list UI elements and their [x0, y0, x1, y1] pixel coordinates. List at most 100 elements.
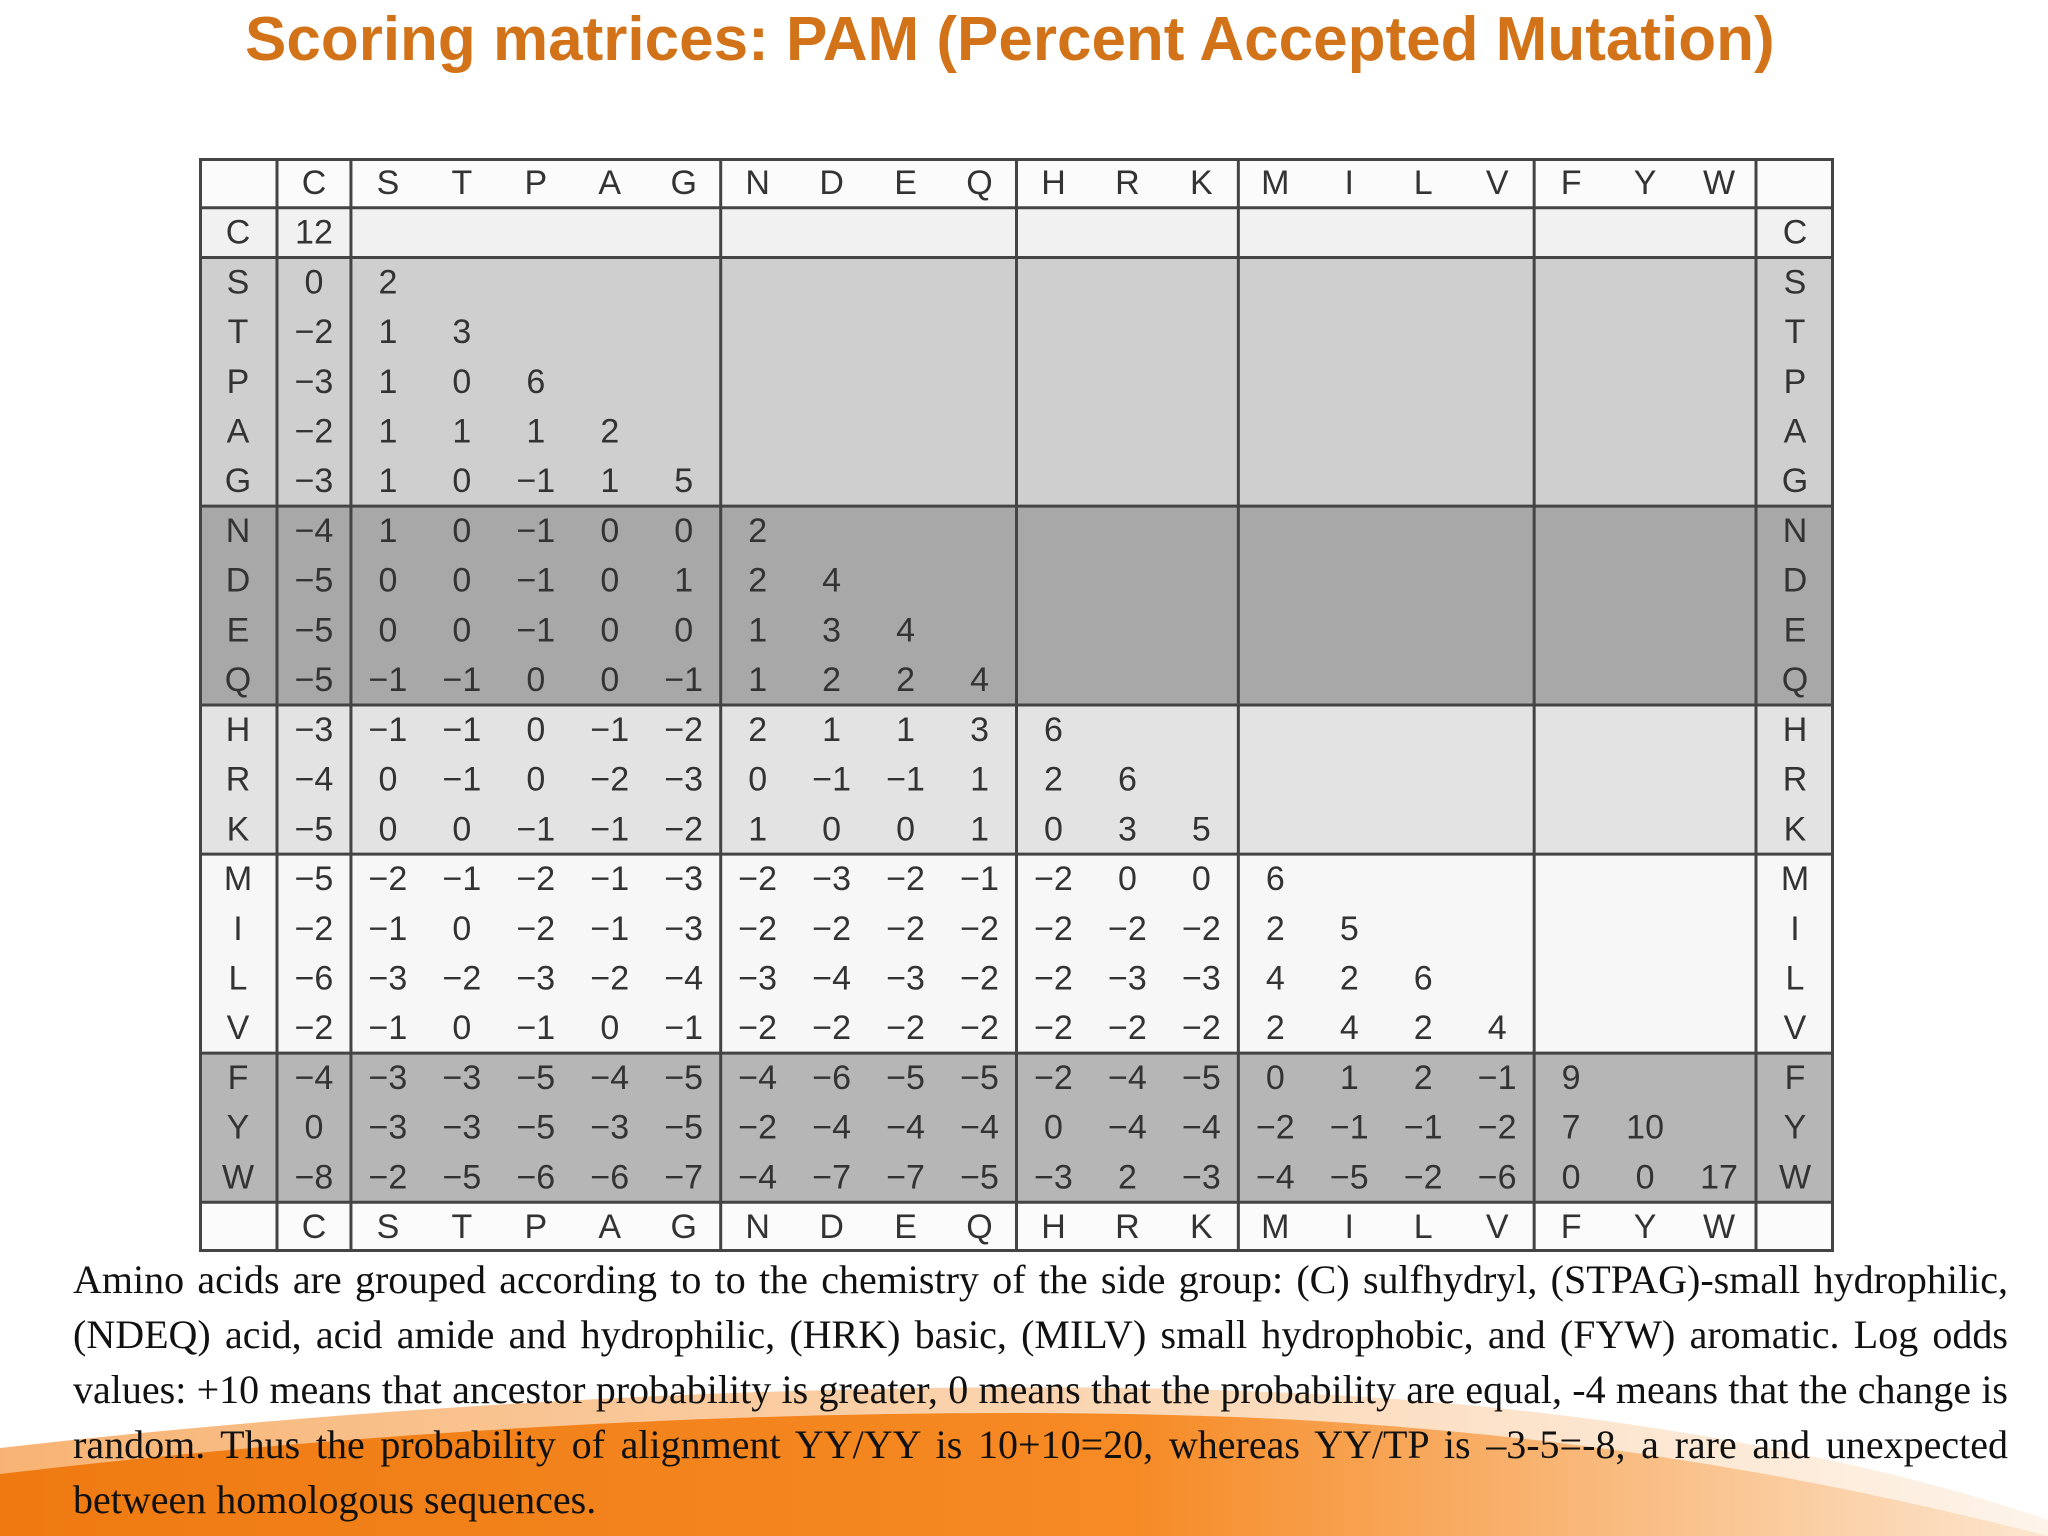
matrix-cell: −2 [886, 910, 925, 948]
matrix-block [720, 506, 1017, 705]
matrix-cell: 0 [305, 1109, 324, 1147]
row-header-left: H [226, 711, 251, 749]
matrix-cell: 6 [1044, 711, 1063, 749]
row-header-left: I [233, 910, 242, 948]
matrix-cell: −7 [886, 1158, 925, 1196]
row-header-right: Q [1782, 661, 1808, 699]
matrix-cell: 2 [1266, 910, 1285, 948]
column-header-bottom: P [524, 1208, 547, 1246]
matrix-cell: −4 [812, 960, 851, 998]
matrix-cell: −4 [1182, 1109, 1221, 1147]
matrix-cell: −3 [516, 960, 555, 998]
matrix-cell: 4 [970, 661, 989, 699]
matrix-cell: 0 [452, 363, 471, 401]
matrix-cell: −3 [369, 1059, 408, 1097]
matrix-block [1016, 1053, 1239, 1203]
matrix-cell: −5 [295, 661, 334, 699]
column-header-bottom: D [819, 1208, 844, 1246]
matrix-cell: −3 [590, 1109, 629, 1147]
column-header-bottom: S [377, 1208, 400, 1246]
matrix-cell: 0 [600, 661, 619, 699]
matrix-cell: −3 [295, 711, 334, 749]
matrix-cell: −1 [442, 761, 481, 799]
column-header-top: G [670, 164, 696, 202]
matrix-block [350, 506, 721, 705]
matrix-block [1016, 257, 1239, 507]
column-header-bottom: N [745, 1208, 770, 1246]
column-header-bottom: C [302, 1208, 327, 1246]
row-header-right: T [1785, 313, 1806, 351]
column-header-top: Q [966, 164, 992, 202]
matrix-cell: 0 [452, 910, 471, 948]
matrix-block [1238, 1053, 1535, 1203]
matrix-cell: 7 [1562, 1109, 1581, 1147]
matrix-cell: −3 [664, 910, 703, 948]
matrix-block [720, 257, 1017, 507]
matrix-block [720, 1053, 1017, 1203]
matrix-cell: 2 [822, 661, 841, 699]
matrix-cell: 1 [748, 810, 767, 848]
matrix-cell: 1 [378, 313, 397, 351]
row-header-left: D [226, 562, 251, 600]
pam-matrix: CCSSTTPPAAGGNNDDEEQQHHRRKKMMIILLVVFFYYWW… [199, 158, 1834, 1252]
column-header-top: E [894, 164, 917, 202]
matrix-cell: 0 [378, 761, 397, 799]
column-header-top: W [1703, 164, 1735, 202]
matrix-cell: −1 [590, 910, 629, 948]
matrix-block [1534, 207, 1756, 258]
row-header-shade [199, 1053, 277, 1203]
column-header-top: A [598, 164, 621, 202]
matrix-cell: −2 [738, 910, 777, 948]
matrix-block [1016, 506, 1239, 705]
matrix-cell: 0 [600, 611, 619, 649]
matrix-cell: −2 [812, 910, 851, 948]
matrix-cell: 2 [896, 661, 915, 699]
matrix-cell: 6 [1118, 761, 1137, 799]
matrix-block [1238, 705, 1535, 855]
matrix-cell: 2 [378, 263, 397, 301]
row-header-right: A [1784, 413, 1807, 451]
matrix-block [350, 207, 721, 258]
matrix-cell: −3 [295, 462, 334, 500]
matrix-cell: 1 [822, 711, 841, 749]
matrix-cell: −3 [886, 960, 925, 998]
matrix-cell: −5 [664, 1109, 703, 1147]
column-header-bottom: R [1115, 1208, 1140, 1246]
matrix-block [1238, 854, 1535, 1054]
matrix-cell: −5 [886, 1059, 925, 1097]
matrix-block [277, 257, 351, 507]
column-header-top: M [1261, 164, 1289, 202]
row-header-left: G [225, 462, 251, 500]
matrix-cell: −3 [295, 363, 334, 401]
matrix-cell: −5 [1330, 1158, 1369, 1196]
matrix-cell: −2 [1256, 1109, 1295, 1147]
matrix-cell: 0 [1266, 1059, 1285, 1097]
matrix-cell: 0 [452, 462, 471, 500]
matrix-cell: 0 [1044, 1109, 1063, 1147]
matrix-cell: 2 [600, 413, 619, 451]
matrix-cell: −1 [812, 761, 851, 799]
matrix-cell: −4 [295, 1059, 334, 1097]
matrix-cell: 12 [295, 214, 333, 252]
matrix-cell: −2 [1108, 1009, 1147, 1047]
matrix-block [720, 207, 1017, 258]
matrix-cell: −1 [442, 661, 481, 699]
matrix-cell: 0 [378, 810, 397, 848]
column-header-top: V [1486, 164, 1509, 202]
column-header-bottom: E [894, 1208, 917, 1246]
column-header-top: S [377, 164, 400, 202]
matrix-cell: 1 [378, 413, 397, 451]
row-header-right: I [1790, 910, 1799, 948]
row-header-left: W [222, 1158, 254, 1196]
row-header-right: V [1784, 1009, 1807, 1047]
row-header-shade [1756, 854, 1834, 1054]
matrix-cell: −2 [295, 313, 334, 351]
matrix-block [350, 854, 721, 1054]
matrix-cell: −1 [590, 810, 629, 848]
row-header-shade [199, 506, 277, 705]
matrix-cell: −1 [664, 661, 703, 699]
matrix-block [1238, 506, 1535, 705]
row-header-left: L [229, 960, 248, 998]
matrix-cell: −7 [664, 1158, 703, 1196]
